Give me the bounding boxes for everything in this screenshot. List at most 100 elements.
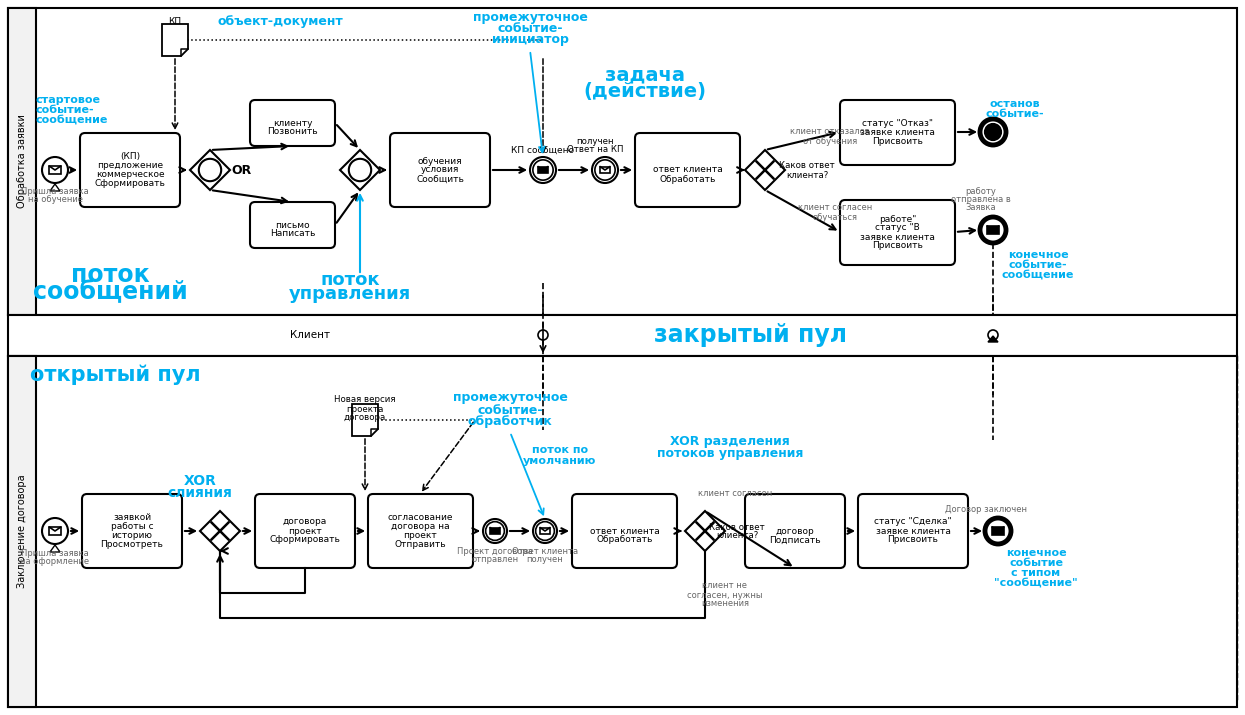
Text: с типом: с типом <box>1011 568 1061 578</box>
Polygon shape <box>745 150 786 190</box>
Text: договора: договора <box>283 518 327 526</box>
Text: Пришла заявка: Пришла заявка <box>21 187 88 197</box>
Text: Договор заключен: Договор заключен <box>945 505 1027 513</box>
Text: Написать: Написать <box>270 230 315 239</box>
Text: Просмотреть: Просмотреть <box>101 540 163 549</box>
Text: инициатор: инициатор <box>492 34 569 46</box>
Text: КП сообщено: КП сообщено <box>512 145 574 154</box>
Text: поток: поток <box>71 263 149 287</box>
Text: событие: событие <box>1008 558 1063 568</box>
Text: Ответ клиента: Ответ клиента <box>512 546 578 556</box>
Text: клиент согласен: клиент согласен <box>698 488 772 498</box>
Text: событие-: событие- <box>497 22 563 36</box>
Text: Заключение договора: Заключение договора <box>17 474 27 588</box>
Text: обучаться: обучаться <box>813 212 858 222</box>
Text: обработчик: обработчик <box>468 415 553 428</box>
FancyBboxPatch shape <box>745 494 845 568</box>
Text: управления: управления <box>289 285 411 303</box>
Text: на оформление: на оформление <box>20 556 90 566</box>
Text: заявке клиента: заявке клиента <box>860 232 935 242</box>
Text: условия: условия <box>421 165 459 174</box>
Circle shape <box>199 159 222 181</box>
Circle shape <box>349 159 371 181</box>
Polygon shape <box>190 150 230 190</box>
Bar <box>7 8 36 315</box>
Text: КП: КП <box>168 17 182 26</box>
Bar <box>7 356 1238 707</box>
Text: сообщений: сообщений <box>32 280 188 304</box>
Text: сообщение: сообщение <box>36 115 108 125</box>
Text: событие-: событие- <box>986 109 1045 119</box>
Text: событие-: событие- <box>36 105 95 115</box>
Text: Каков ответ: Каков ответ <box>710 523 764 531</box>
Circle shape <box>989 330 998 340</box>
Text: заявке клиента: заявке клиента <box>875 526 950 536</box>
Text: объект-документ: объект-документ <box>217 16 342 29</box>
Text: изменения: изменения <box>701 599 749 608</box>
Text: Пришла заявка: Пришла заявка <box>21 548 88 558</box>
Text: (КП): (КП) <box>120 152 139 161</box>
Text: Присвоить: Присвоить <box>888 536 939 545</box>
Text: согласование: согласование <box>387 513 453 522</box>
Circle shape <box>593 157 618 183</box>
Text: предложение: предложение <box>97 161 163 170</box>
Text: Ответ на КП: Ответ на КП <box>566 145 624 154</box>
Text: клиент отказался: клиент отказался <box>791 127 869 137</box>
FancyBboxPatch shape <box>858 494 969 568</box>
Text: статус "В: статус "В <box>875 224 920 232</box>
Circle shape <box>42 157 68 183</box>
Circle shape <box>530 157 557 183</box>
Text: Позвонить: Позвонить <box>268 127 317 137</box>
Text: XOR: XOR <box>183 474 217 488</box>
Text: событие-: событие- <box>477 403 543 417</box>
Text: (действие): (действие) <box>584 82 706 102</box>
Text: поток: поток <box>320 271 380 289</box>
Text: договора: договора <box>344 413 386 423</box>
Text: получен: получен <box>527 556 564 565</box>
FancyBboxPatch shape <box>82 494 182 568</box>
Text: ответ клиента: ответ клиента <box>590 526 660 536</box>
Text: Подписать: Подписать <box>769 536 820 545</box>
Text: Присвоить: Присвоить <box>872 137 923 146</box>
Text: статус "Отказ": статус "Отказ" <box>862 119 933 128</box>
Text: останов: останов <box>990 99 1041 109</box>
FancyBboxPatch shape <box>571 494 677 568</box>
Bar <box>7 315 1238 356</box>
Text: отправлена в: отправлена в <box>951 195 1011 204</box>
Text: проекта: проекта <box>346 405 383 413</box>
Polygon shape <box>162 24 188 56</box>
Text: клиент не: клиент не <box>702 581 747 591</box>
FancyBboxPatch shape <box>250 202 335 248</box>
Bar <box>7 8 1238 315</box>
Circle shape <box>486 522 504 541</box>
Polygon shape <box>50 545 60 552</box>
Bar <box>538 167 548 173</box>
Text: от обучения: от обучения <box>803 137 857 145</box>
Text: договор: договор <box>776 526 814 536</box>
FancyBboxPatch shape <box>80 133 181 207</box>
Text: Отправить: Отправить <box>395 540 446 549</box>
Text: слияния: слияния <box>168 486 233 500</box>
FancyBboxPatch shape <box>635 133 740 207</box>
Polygon shape <box>685 511 725 551</box>
Text: открытый пул: открытый пул <box>30 365 200 385</box>
Text: работы с: работы с <box>111 522 153 531</box>
Circle shape <box>535 522 554 541</box>
Circle shape <box>980 217 1006 243</box>
Text: Обработать: Обработать <box>660 174 716 184</box>
Bar <box>540 528 550 534</box>
FancyBboxPatch shape <box>255 494 355 568</box>
Text: Присвоить: Присвоить <box>872 242 923 250</box>
Polygon shape <box>50 184 60 191</box>
Text: согласен, нужны: согласен, нужны <box>687 591 763 599</box>
Text: письмо: письмо <box>275 220 310 230</box>
Text: клиент согласен: клиент согласен <box>798 204 873 212</box>
Text: стартовое: стартовое <box>36 95 101 105</box>
Circle shape <box>42 518 68 544</box>
Circle shape <box>483 519 507 543</box>
FancyBboxPatch shape <box>840 200 955 265</box>
Text: закрытый пул: закрытый пул <box>654 323 847 347</box>
Text: на обучение: на обучение <box>27 195 82 204</box>
Text: OR: OR <box>232 164 253 177</box>
Circle shape <box>985 124 1001 140</box>
